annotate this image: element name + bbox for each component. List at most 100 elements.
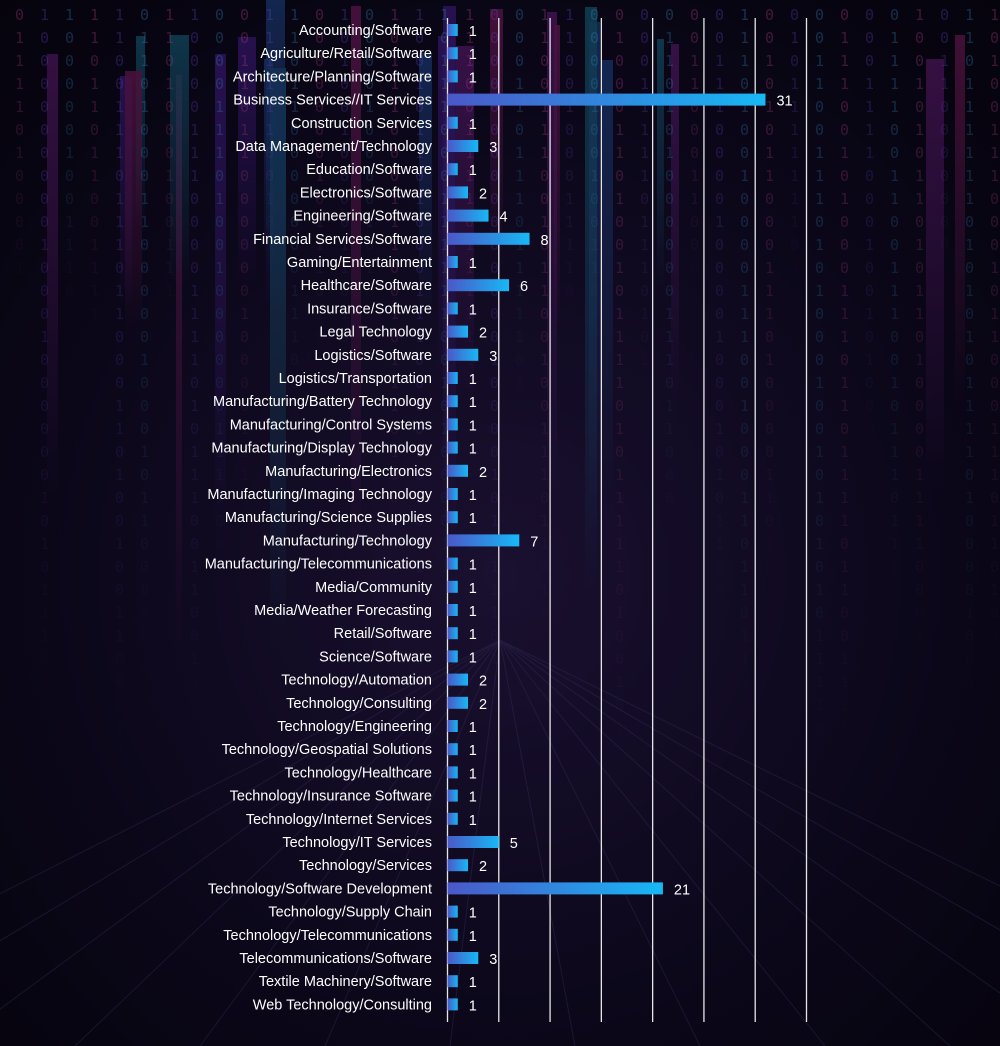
svg-text:1: 1 (615, 512, 624, 530)
svg-text:1: 1 (140, 52, 149, 70)
svg-text:0: 0 (715, 167, 724, 185)
svg-text:0: 0 (65, 75, 74, 93)
category-label: Logistics/Software (314, 348, 432, 364)
svg-text:1: 1 (640, 98, 649, 116)
svg-text:1: 1 (15, 29, 24, 47)
svg-text:1: 1 (515, 328, 524, 346)
svg-text:1: 1 (715, 512, 724, 530)
svg-text:1: 1 (415, 328, 424, 346)
svg-text:0: 0 (340, 167, 349, 185)
svg-text:0: 0 (65, 167, 74, 185)
svg-text:0: 0 (415, 420, 424, 438)
svg-text:0: 0 (715, 190, 724, 208)
svg-text:1: 1 (815, 535, 824, 553)
svg-text:1: 1 (740, 397, 749, 415)
svg-text:0: 0 (490, 190, 499, 208)
bar (447, 812, 458, 825)
svg-text:0: 0 (690, 121, 699, 139)
category-label: Science/Software (319, 649, 432, 665)
svg-text:0: 0 (765, 374, 774, 392)
svg-text:1: 1 (190, 144, 199, 162)
svg-text:0: 0 (415, 98, 424, 116)
svg-text:0: 0 (190, 236, 199, 254)
svg-text:0: 0 (40, 121, 49, 139)
svg-text:1: 1 (440, 282, 449, 300)
svg-text:0: 0 (40, 144, 49, 162)
svg-text:1: 1 (515, 98, 524, 116)
category-label: Business Services//IT Services (233, 93, 432, 109)
svg-text:1: 1 (590, 236, 599, 254)
svg-text:1: 1 (115, 305, 124, 323)
svg-text:1: 1 (240, 75, 249, 93)
svg-text:1: 1 (865, 121, 874, 139)
svg-text:1: 1 (490, 581, 499, 599)
svg-text:1: 1 (840, 512, 849, 530)
svg-text:1: 1 (365, 98, 374, 116)
svg-text:0: 0 (840, 351, 849, 369)
svg-text:0: 0 (665, 167, 674, 185)
svg-text:1: 1 (565, 259, 574, 277)
category-label: Media/Community (315, 580, 433, 596)
svg-text:1: 1 (190, 282, 199, 300)
category-label: Manufacturing/Science Supplies (225, 510, 432, 526)
svg-text:0: 0 (715, 443, 724, 461)
bar (447, 696, 469, 709)
svg-text:0: 0 (440, 512, 449, 530)
svg-text:1: 1 (415, 558, 424, 576)
svg-text:1: 1 (665, 351, 674, 369)
svg-text:0: 0 (140, 305, 149, 323)
svg-text:0: 0 (340, 328, 349, 346)
svg-text:1: 1 (790, 213, 799, 231)
svg-text:1: 1 (915, 489, 924, 507)
svg-text:1: 1 (865, 351, 874, 369)
svg-text:1: 1 (665, 420, 674, 438)
svg-text:0: 0 (715, 6, 724, 24)
svg-text:0: 0 (915, 213, 924, 231)
svg-text:0: 0 (865, 213, 874, 231)
svg-text:0: 0 (290, 121, 299, 139)
svg-text:0: 0 (990, 190, 999, 208)
svg-text:1: 1 (590, 259, 599, 277)
svg-text:1: 1 (115, 121, 124, 139)
svg-text:1: 1 (115, 535, 124, 553)
svg-text:0: 0 (40, 213, 49, 231)
category-label: Education/Software (306, 162, 432, 178)
svg-text:0: 0 (590, 121, 599, 139)
data-label: 5 (510, 836, 518, 852)
svg-text:0: 0 (415, 512, 424, 530)
svg-text:0: 0 (865, 52, 874, 70)
data-label: 1 (469, 558, 477, 574)
svg-text:1: 1 (215, 121, 224, 139)
bar (447, 604, 458, 616)
svg-text:0: 0 (890, 351, 899, 369)
data-label: 1 (469, 47, 477, 63)
bar (447, 975, 458, 988)
data-label: 1 (469, 581, 477, 597)
svg-text:1: 1 (90, 259, 99, 277)
category-label: Manufacturing/Battery Technology (213, 394, 433, 410)
svg-text:0: 0 (390, 512, 399, 530)
svg-text:0: 0 (640, 6, 649, 24)
svg-text:1: 1 (615, 535, 624, 553)
svg-text:1: 1 (515, 167, 524, 185)
svg-text:0: 0 (665, 374, 674, 392)
svg-text:1: 1 (415, 75, 424, 93)
svg-text:0: 0 (515, 213, 524, 231)
svg-text:0: 0 (265, 213, 274, 231)
svg-text:0: 0 (540, 305, 549, 323)
svg-text:1: 1 (365, 213, 374, 231)
svg-text:0: 0 (465, 213, 474, 231)
svg-text:0: 0 (740, 121, 749, 139)
svg-text:0: 0 (190, 512, 199, 530)
svg-text:0: 0 (790, 52, 799, 70)
svg-text:1: 1 (790, 190, 799, 208)
svg-text:0: 0 (740, 236, 749, 254)
data-label: 1 (469, 302, 477, 318)
svg-text:1: 1 (990, 6, 999, 24)
svg-text:1: 1 (440, 6, 449, 24)
svg-text:1: 1 (515, 75, 524, 93)
svg-text:0: 0 (290, 236, 299, 254)
svg-text:0: 0 (490, 236, 499, 254)
svg-text:1: 1 (240, 144, 249, 162)
